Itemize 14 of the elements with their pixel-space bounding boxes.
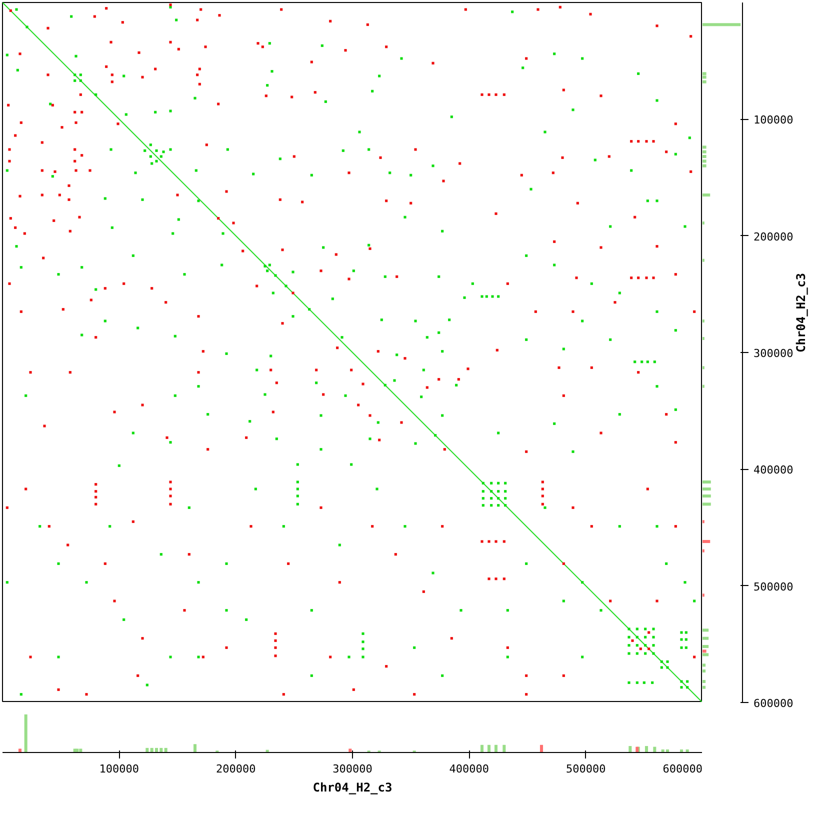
y-tick-label: 500000 xyxy=(754,580,794,594)
x-tick-label: 500000 xyxy=(566,762,606,776)
x-tick-label: 600000 xyxy=(662,762,703,776)
x-axis-title: Chr04_H2_c3 xyxy=(312,780,392,794)
x-tick-label: 200000 xyxy=(216,762,256,776)
y-tick-label: 400000 xyxy=(754,464,794,477)
x-tick-label: 300000 xyxy=(332,762,372,776)
y-tick-label: 200000 xyxy=(754,230,794,244)
y-axis-title: Chr04_H2_c3 xyxy=(794,273,808,352)
y-tick-label: 300000 xyxy=(754,347,794,360)
y-tick-label: 100000 xyxy=(754,114,794,127)
x-tick-label: 400000 xyxy=(449,762,490,776)
y-tick-label: 600000 xyxy=(754,697,794,710)
x-tick-label: 100000 xyxy=(99,762,140,776)
